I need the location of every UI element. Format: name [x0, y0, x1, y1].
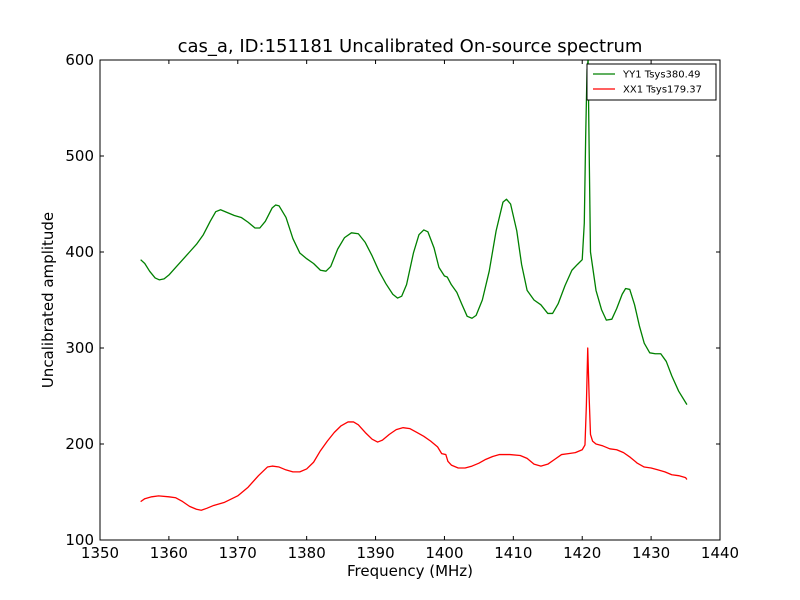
x-tick-labels: 1350 1360 1370 1380 1390 1400 1410 1420 1430 1440	[81, 544, 739, 562]
legend-box	[586, 63, 717, 101]
x-tick-label: 1390	[356, 544, 394, 562]
legend-label-yy1: YY1 Tsys380.49	[622, 70, 701, 81]
x-tick-label: 1350	[81, 544, 119, 562]
x-tick-label: 1370	[219, 544, 257, 562]
x-tick-label: 1360	[150, 544, 188, 562]
y-tick-label: 400	[65, 243, 94, 261]
plot-frame	[99, 59, 721, 541]
legend-label-xx1: XX1 Tsys179.37	[623, 85, 702, 96]
x-tick-label: 1400	[425, 544, 463, 562]
x-tick-label: 1430	[632, 544, 670, 562]
series-layer	[140, 59, 688, 511]
x-tick-label: 1440	[701, 544, 739, 562]
series-line-xx1	[140, 347, 688, 511]
plot-area	[100, 60, 720, 540]
y-tick-label: 200	[65, 435, 94, 453]
y-tick-label: 500	[65, 147, 94, 165]
y-tick-label: 600	[65, 51, 94, 69]
y-axis-label: Uncalibrated amplitude	[39, 212, 57, 388]
x-tick-label: 1410	[494, 544, 532, 562]
y-tick-label: 100	[65, 531, 94, 549]
series-line-yy1	[140, 59, 688, 405]
chart-title: cas_a, ID:151181 Uncalibrated On-source …	[178, 36, 643, 57]
x-axis-label: Frequency (MHz)	[347, 562, 473, 580]
x-tick-label: 1380	[288, 544, 326, 562]
legend: YY1 Tsys380.49 XX1 Tsys179.37	[586, 63, 717, 101]
y-tick-labels: 100 200 300 400 500 600	[65, 51, 94, 549]
axis-ticks	[99, 59, 721, 541]
y-tick-label: 300	[65, 339, 94, 357]
x-tick-label: 1420	[563, 544, 601, 562]
